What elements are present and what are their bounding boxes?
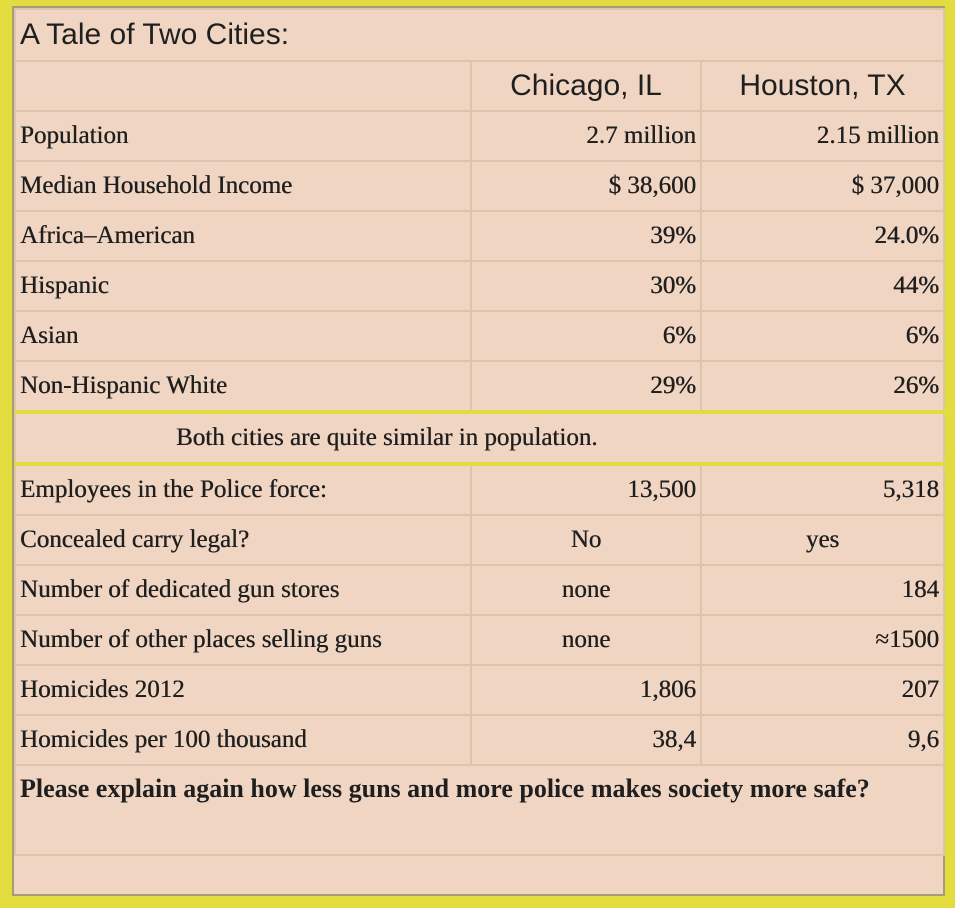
cell-value: 1,806	[470, 664, 702, 716]
cell-value: 9,6	[700, 714, 945, 766]
note-row: Both cities are quite similar in populat…	[14, 410, 945, 466]
cell-value: 29%	[470, 360, 702, 413]
row-label: Concealed carry legal?	[14, 514, 472, 566]
data-row: Population 2.7 million 2.15 million	[14, 110, 945, 162]
footer: Please explain again how less guns and m…	[14, 764, 945, 856]
row-label: Hispanic	[14, 260, 472, 312]
cell-value: ≈1500	[700, 614, 945, 666]
data-row: Number of other places selling guns none ≈…	[14, 614, 945, 666]
comparison-table: A Tale of Two Cities: Chicago, IL Houston,…	[14, 8, 945, 856]
cell-value: No	[470, 514, 702, 566]
title-row: A Tale of Two Cities:	[14, 8, 945, 62]
data-row: Asian 6% 6%	[14, 310, 945, 362]
title: A Tale of Two Cities:	[14, 8, 945, 62]
cell-value: 184	[700, 564, 945, 616]
row-label: Homicides 2012	[14, 664, 472, 716]
row-label: Number of dedicated gun stores	[14, 564, 472, 616]
column-header: Houston, TX	[700, 60, 945, 112]
cell-value: 13,500	[470, 463, 702, 516]
cell-value: 44%	[700, 260, 945, 312]
row-label: Homicides per 100 thousand	[14, 714, 472, 766]
cell-value: 39%	[470, 210, 702, 262]
cell-value: 6%	[470, 310, 702, 362]
data-row: Africa–American 39% 24.0%	[14, 210, 945, 262]
cell-value: $ 37,000	[700, 160, 945, 212]
data-row: Homicides per 100 thousand 38,4 9,6	[14, 714, 945, 766]
cell-value: 5,318	[700, 463, 945, 516]
column-header: Chicago, IL	[470, 60, 702, 112]
card: A Tale of Two Cities: Chicago, IL Houston,…	[12, 6, 945, 896]
cell-value: 26%	[700, 360, 945, 413]
row-label: Population	[14, 110, 472, 162]
cell-value: 2.7 million	[470, 110, 702, 162]
footer-row: Please explain again how less guns and m…	[14, 764, 945, 856]
cell-value: 38,4	[470, 714, 702, 766]
cell-value: yes	[700, 514, 945, 566]
cell-value: 207	[700, 664, 945, 716]
row-label: Number of other places selling guns	[14, 614, 472, 666]
data-row: Hispanic 30% 44%	[14, 260, 945, 312]
row-label: Non-Hispanic White	[14, 360, 472, 413]
row-label: Median Household Income	[14, 160, 472, 212]
cell-value: 24.0%	[700, 210, 945, 262]
table-body: A Tale of Two Cities: Chicago, IL Houston,…	[14, 8, 945, 856]
cell-value: none	[470, 564, 702, 616]
data-row: Employees in the Police force: 13,500 5,31…	[14, 463, 945, 516]
row-label: Africa–American	[14, 210, 472, 262]
data-row: Non-Hispanic White 29% 26%	[14, 360, 945, 413]
cell-value: 2.15 million	[700, 110, 945, 162]
data-row: Concealed carry legal? No yes	[14, 514, 945, 566]
cell-value: $ 38,600	[470, 160, 702, 212]
cell-value: none	[470, 614, 702, 666]
note: Both cities are quite similar in populat…	[14, 410, 945, 466]
cell-value: 6%	[700, 310, 945, 362]
data-row: Median Household Income $ 38,600 $ 37,000	[14, 160, 945, 212]
row-label: Employees in the Police force:	[14, 463, 472, 516]
cell-value: 30%	[470, 260, 702, 312]
data-row: Number of dedicated gun stores none 184	[14, 564, 945, 616]
data-row: Homicides 2012 1,806 207	[14, 664, 945, 716]
header-blank	[14, 60, 472, 112]
header-row: Chicago, IL Houston, TX	[14, 60, 945, 112]
row-label: Asian	[14, 310, 472, 362]
